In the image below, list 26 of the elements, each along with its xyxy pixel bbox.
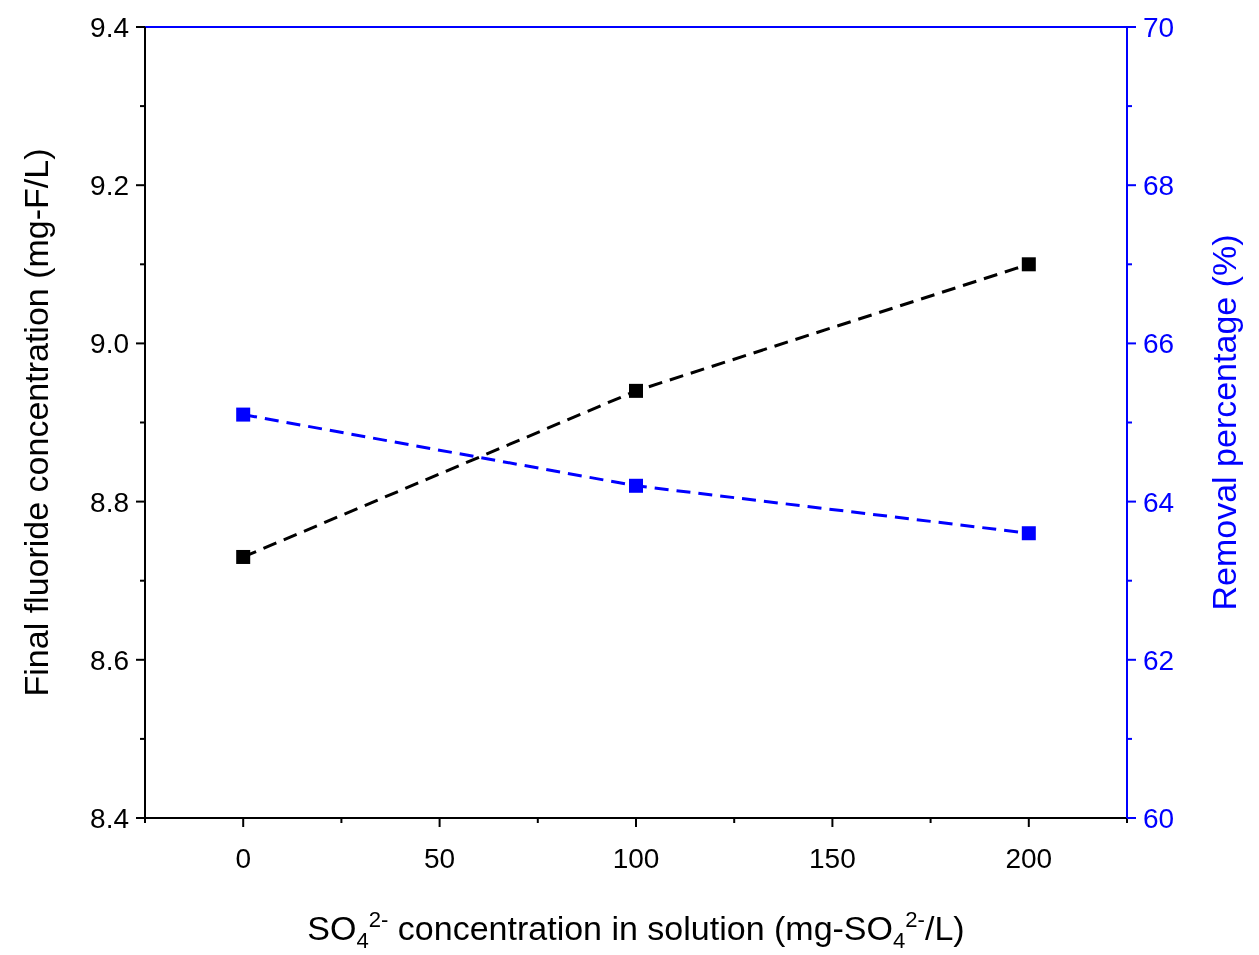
y2-axis-title: Removal percentage (%) [1205,234,1243,611]
point [236,407,251,422]
y-tick-label: 9.0 [90,328,129,360]
point [629,478,643,493]
y-tick-label: 8.4 [90,803,129,834]
x-tick-label: 50 [424,843,456,874]
point [1021,526,1036,541]
y-tick-label: 8.6 [90,644,129,676]
y2-tick-label: 64 [1143,486,1175,518]
point [629,383,643,398]
x-tick-label: 150 [809,843,856,874]
x-tick-label: 200 [1005,843,1053,874]
x-tick-label: 100 [612,843,660,874]
y-axis-title: Final fluoride concentration (mg-F/L) [17,148,55,697]
y2-tick-label: 70 [1143,12,1175,43]
y-tick-label: 9.4 [90,12,129,43]
x-axis-title: SO$_{4}$$^{2-}$ concentration in solution (mg-SO$_{4}$$^{2-}$/L) [307,906,965,953]
point [236,549,251,564]
y2-tick-label: 68 [1143,170,1175,202]
y2-tick-label: 66 [1143,328,1175,360]
x-tick-label: 0 [235,843,251,874]
y2-tick-label: 62 [1143,644,1175,676]
y2-tick-label: 60 [1143,803,1175,834]
point [1021,257,1036,272]
y-tick-label: 9.2 [90,170,129,202]
y-tick-label: 8.8 [90,486,129,518]
